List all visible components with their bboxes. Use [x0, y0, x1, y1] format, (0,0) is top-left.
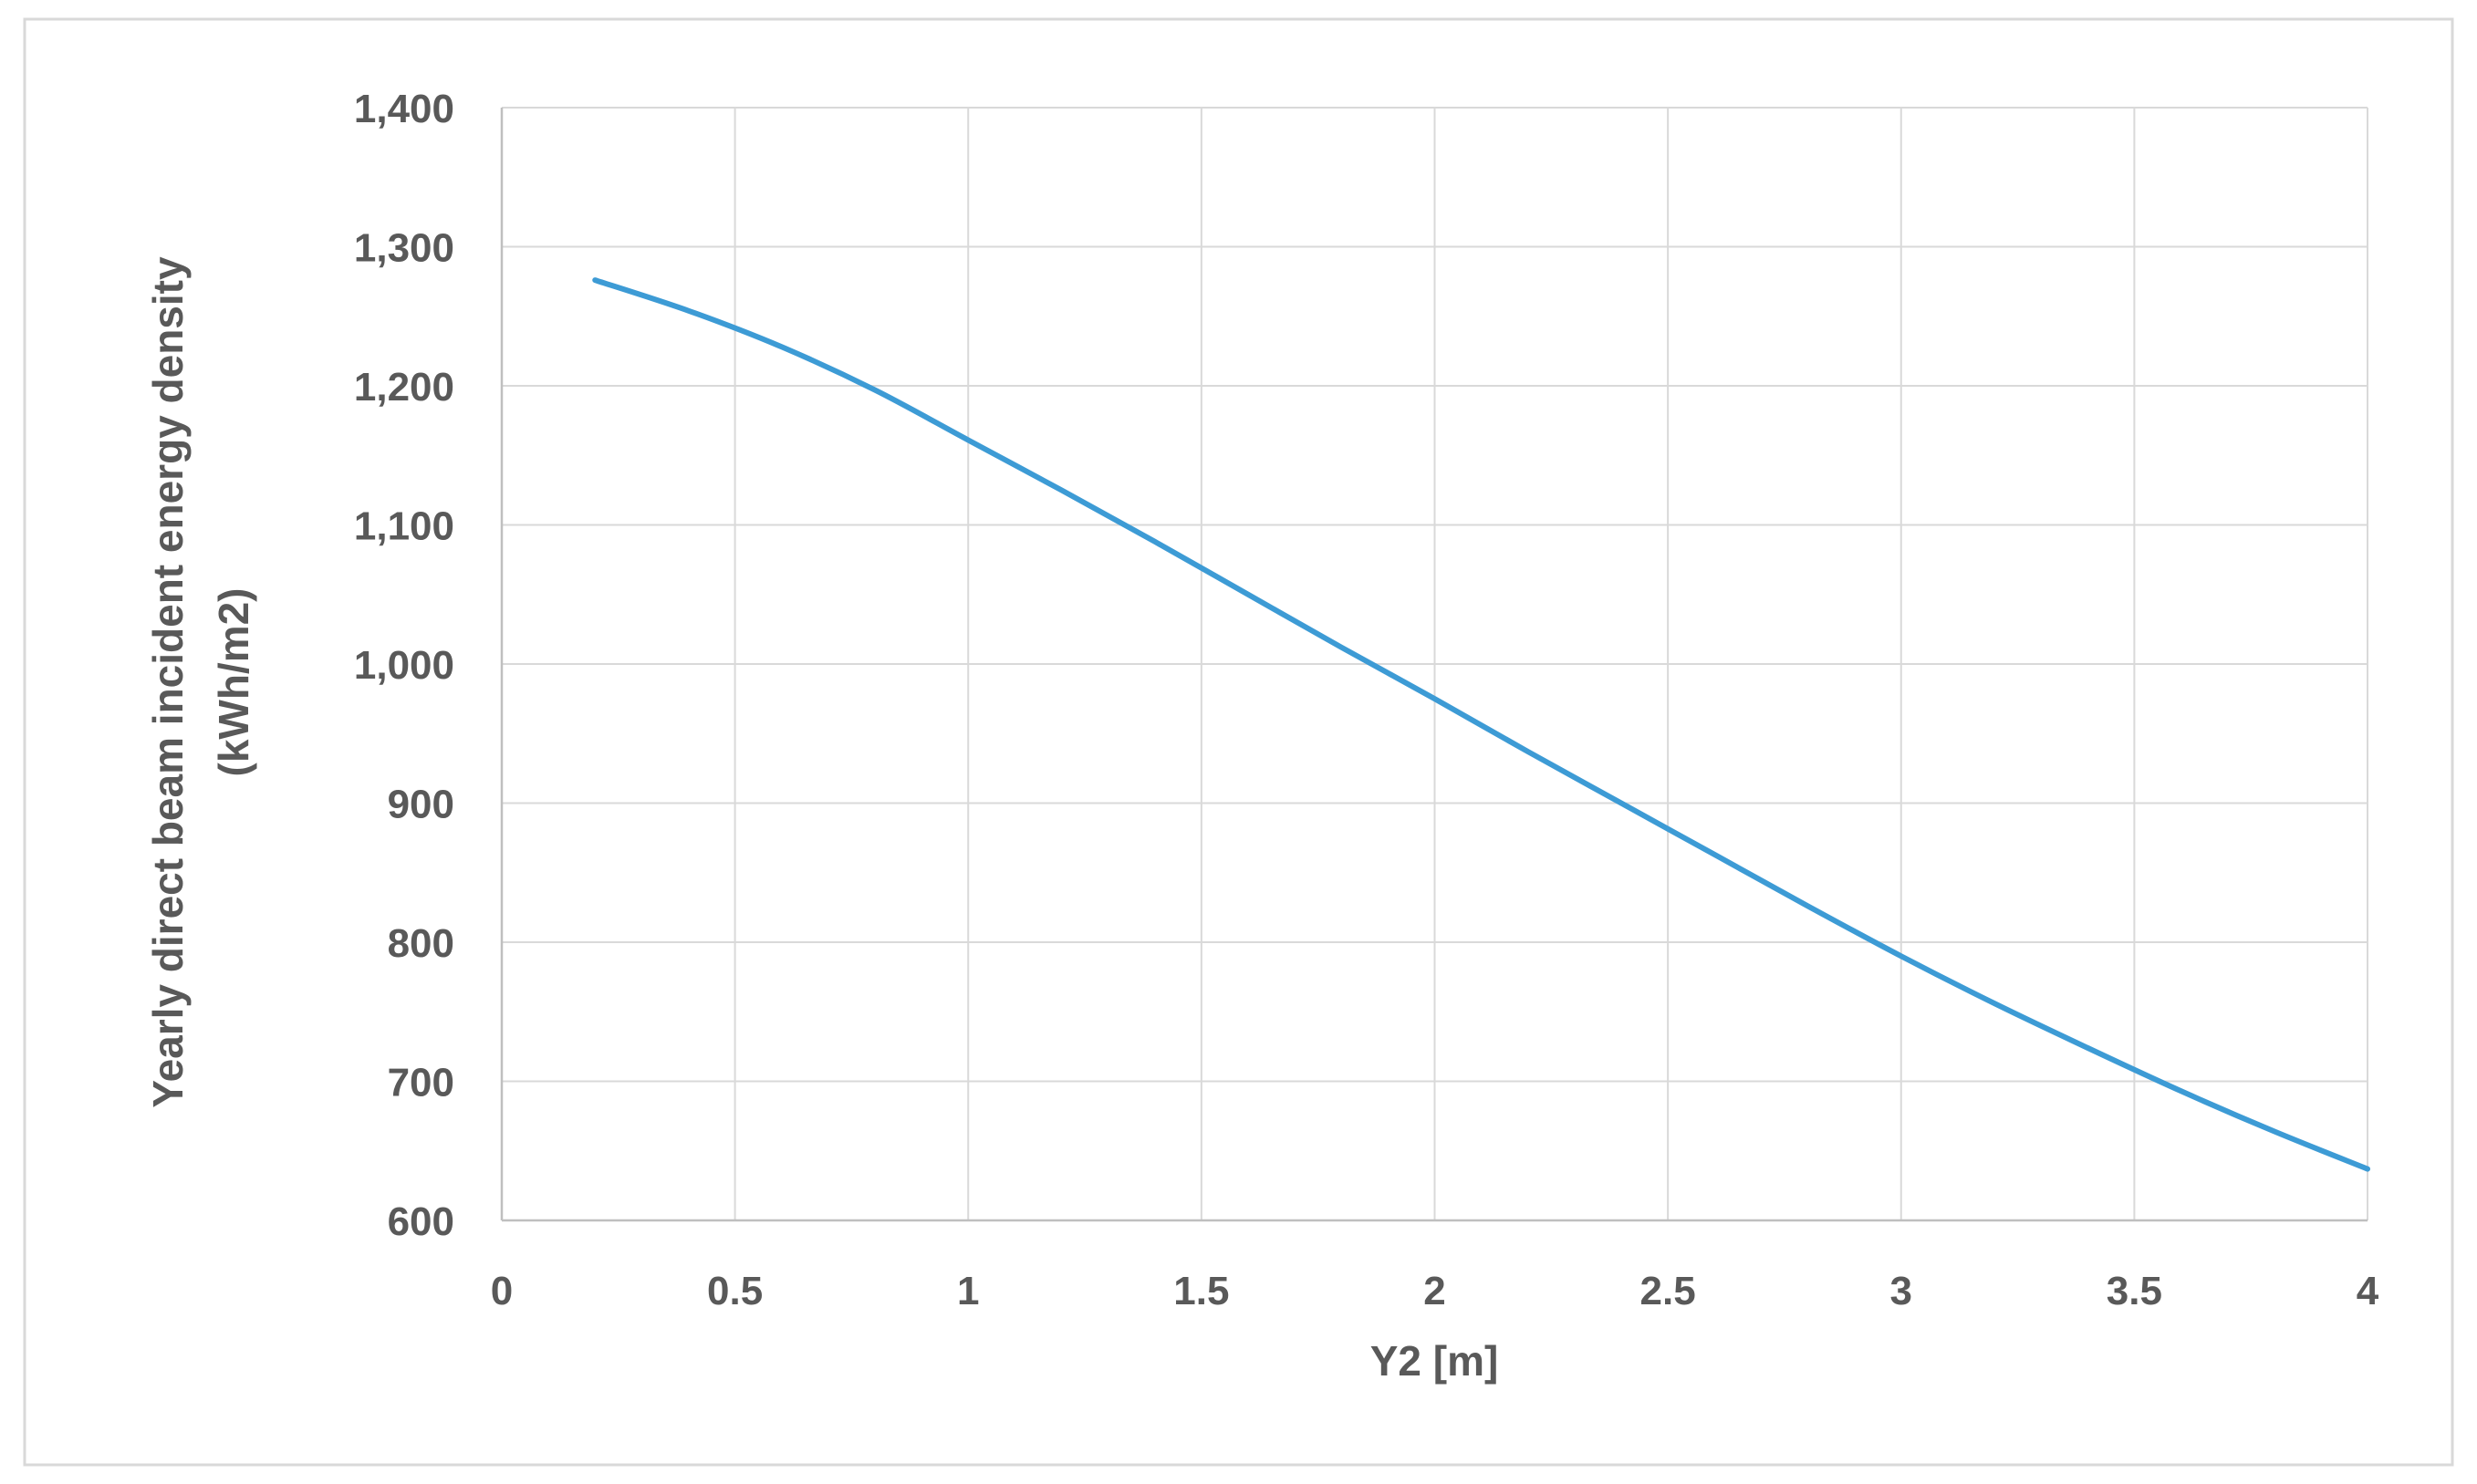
series-group — [592, 277, 2370, 1172]
y-tick-label: 1,000 — [354, 643, 454, 688]
x-axis-title: Y2 [m] — [1370, 1337, 1499, 1385]
chart-frame — [23, 17, 2454, 1467]
y-tick-label: 900 — [388, 783, 454, 827]
x-tick-label: 1.5 — [1173, 1269, 1229, 1313]
x-tick-label: 3 — [1890, 1269, 1912, 1313]
y-tick-label: 800 — [388, 921, 454, 966]
y-tick-label: 1,300 — [354, 226, 454, 271]
y-tick-label: 1,200 — [354, 365, 454, 410]
y-axis-title: Yearly direct beam incident energy densi… — [144, 256, 257, 1108]
y-gridlines — [502, 107, 2368, 1083]
x-tick-labels: 0 0.5 1 1.5 2 2.5 3 3.5 4 — [491, 1269, 2379, 1313]
axes — [500, 108, 2368, 1222]
x-tick-label: 1 — [957, 1269, 979, 1313]
x-tick-label: 3.5 — [2107, 1269, 2162, 1313]
y-tick-labels: 600 700 800 900 1,000 1,100 1,200 1,300 1,400 — [354, 87, 454, 1244]
x-tick-label: 0.5 — [707, 1269, 763, 1313]
y-tick-label: 700 — [388, 1061, 454, 1105]
y-tick-label: 1,100 — [354, 504, 454, 549]
y-axis-title-line-1: Yearly direct beam incident energy densi… — [144, 256, 192, 1108]
series-line — [592, 277, 2370, 1172]
y-axis-title-line-2: (kWh/m2) — [210, 588, 257, 777]
x-tick-label: 4 — [2357, 1269, 2379, 1313]
x-tick-label: 0 — [491, 1269, 513, 1313]
y-tick-label: 600 — [388, 1199, 454, 1244]
x-tick-label: 2 — [1423, 1269, 1445, 1313]
x-tick-label: 2.5 — [1640, 1269, 1696, 1313]
y-tick-label: 1,400 — [354, 87, 454, 131]
